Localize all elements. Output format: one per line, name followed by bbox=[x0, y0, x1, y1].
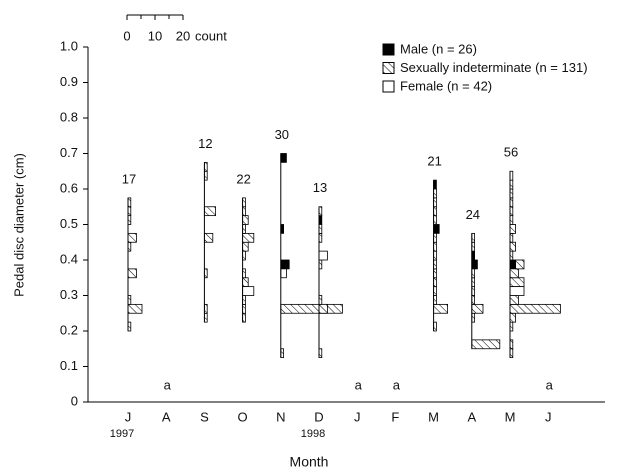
bar bbox=[280, 153, 287, 163]
bar bbox=[509, 286, 525, 296]
bar bbox=[509, 224, 516, 234]
legend-swatch bbox=[382, 80, 395, 93]
n-label: 22 bbox=[236, 171, 250, 186]
x-tick-label: A bbox=[162, 409, 171, 424]
bar bbox=[127, 303, 143, 314]
year-label: 1998 bbox=[301, 428, 325, 440]
bar bbox=[515, 259, 525, 270]
bar bbox=[242, 232, 255, 243]
scale-label: count bbox=[195, 28, 227, 43]
x-tick-label: J bbox=[354, 409, 361, 424]
bar bbox=[471, 303, 484, 314]
n-label: 56 bbox=[504, 145, 518, 160]
y-axis-label: Pedal disc diameter (cm) bbox=[11, 153, 26, 297]
legend-swatch bbox=[382, 43, 395, 56]
n-label: 21 bbox=[427, 154, 441, 169]
x-tick-label: J bbox=[125, 409, 132, 424]
x-tick-label: A bbox=[467, 409, 476, 424]
bar bbox=[509, 268, 519, 279]
n-label: 24 bbox=[466, 207, 480, 222]
bar bbox=[433, 303, 449, 314]
bar bbox=[203, 232, 214, 243]
legend-label: Male (n = 26) bbox=[400, 41, 477, 56]
y-tick-label: 0.1 bbox=[60, 358, 78, 373]
bar bbox=[433, 224, 440, 234]
x-tick-label: S bbox=[200, 409, 209, 424]
bar bbox=[509, 312, 516, 323]
absent-label: a bbox=[546, 377, 554, 392]
bar bbox=[203, 206, 216, 217]
bar bbox=[242, 277, 249, 288]
y-tick-label: 1.0 bbox=[60, 38, 78, 53]
scale-tick-label: 20 bbox=[176, 28, 190, 43]
bar bbox=[280, 259, 290, 270]
bar bbox=[127, 232, 137, 243]
x-tick-label: F bbox=[391, 409, 399, 424]
bar bbox=[318, 250, 328, 261]
y-tick-label: 0.8 bbox=[60, 109, 78, 124]
bar bbox=[280, 303, 343, 314]
bar bbox=[242, 241, 249, 252]
bar bbox=[242, 286, 255, 296]
n-label: 13 bbox=[313, 180, 327, 195]
x-tick-label: J bbox=[545, 409, 552, 424]
bar bbox=[509, 259, 516, 270]
y-tick-label: 0.7 bbox=[60, 145, 78, 160]
legend-label: Sexually indeterminate (n = 131) bbox=[400, 60, 588, 75]
y-tick-label: 0.4 bbox=[60, 251, 78, 266]
y-tick-label: 0.9 bbox=[60, 74, 78, 89]
bar bbox=[242, 215, 249, 225]
y-tick-label: 0 bbox=[71, 393, 78, 408]
y-tick-label: 0.6 bbox=[60, 180, 78, 195]
year-label: 1997 bbox=[110, 428, 134, 440]
bar bbox=[509, 303, 561, 314]
absent-label: a bbox=[355, 377, 363, 392]
legend-swatch bbox=[382, 62, 395, 74]
bar bbox=[318, 303, 328, 314]
x-tick-label: D bbox=[314, 409, 323, 424]
bar bbox=[509, 241, 516, 252]
x-tick-label: O bbox=[238, 409, 248, 424]
y-tick-label: 0.2 bbox=[60, 322, 78, 337]
absent-label: a bbox=[393, 377, 401, 392]
bar bbox=[127, 268, 137, 279]
x-axis-label: Month bbox=[290, 454, 329, 470]
absent-label: a bbox=[164, 377, 172, 392]
scale-tick-label: 10 bbox=[148, 28, 162, 43]
x-tick-label: M bbox=[428, 409, 439, 424]
bar bbox=[509, 295, 519, 305]
legend-label: Female (n = 42) bbox=[400, 78, 492, 93]
bar bbox=[509, 277, 525, 288]
bar bbox=[471, 339, 501, 350]
bar bbox=[471, 259, 478, 270]
bar bbox=[280, 268, 287, 279]
y-tick-label: 0.3 bbox=[60, 287, 78, 302]
n-label: 30 bbox=[275, 127, 289, 142]
x-tick-label: M bbox=[505, 409, 516, 424]
y-tick-label: 0.5 bbox=[60, 216, 78, 231]
n-label: 17 bbox=[122, 171, 136, 186]
x-tick-label: N bbox=[276, 409, 285, 424]
n-label: 12 bbox=[198, 136, 212, 151]
scale-tick-label: 0 bbox=[123, 28, 130, 43]
